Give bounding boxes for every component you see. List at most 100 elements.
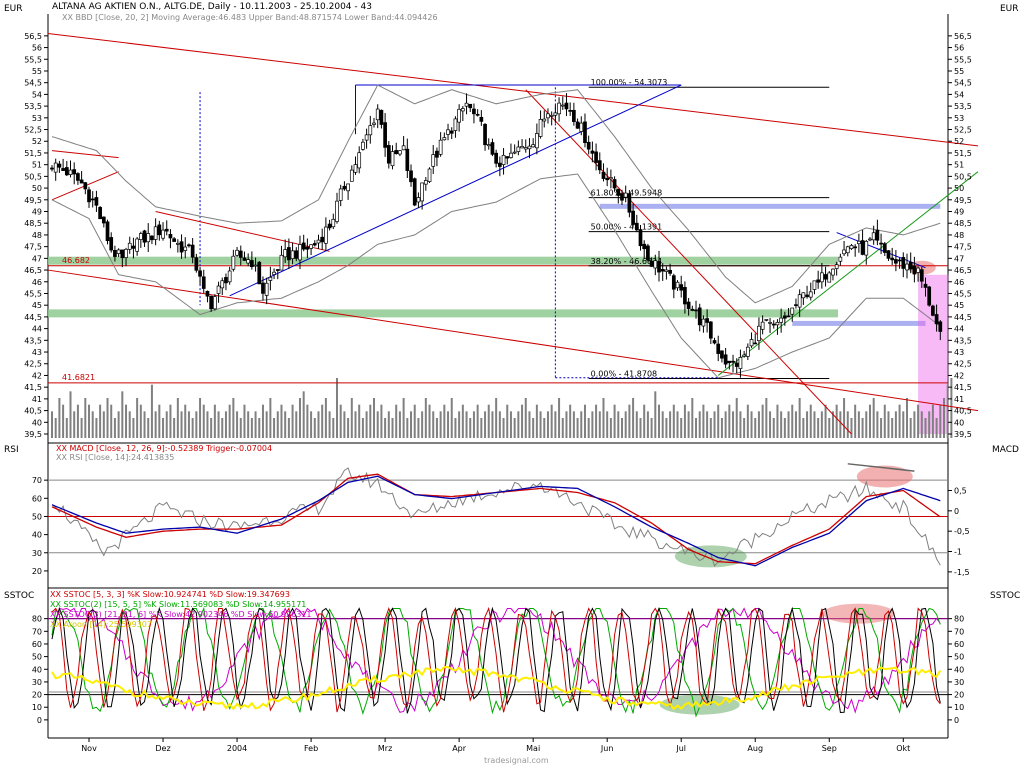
y-tick-label: 56 bbox=[954, 44, 964, 53]
candle bbox=[161, 229, 165, 239]
volume-bar bbox=[125, 404, 128, 438]
macd-tick-label: -0,5 bbox=[954, 527, 970, 536]
sstoc2-line bbox=[51, 606, 941, 718]
x-tick-label: Okt bbox=[896, 744, 910, 753]
oversold-highlight bbox=[674, 545, 747, 568]
volume-bar bbox=[280, 404, 283, 438]
candle bbox=[797, 294, 802, 308]
candle bbox=[727, 360, 732, 364]
candle bbox=[871, 232, 876, 241]
candle bbox=[272, 271, 276, 275]
candle bbox=[790, 307, 795, 315]
candle bbox=[83, 182, 88, 190]
y-tick-label: 41 bbox=[954, 395, 964, 404]
candle bbox=[275, 269, 280, 271]
volume-bar bbox=[861, 418, 864, 438]
candle bbox=[427, 168, 432, 182]
volume-bar bbox=[905, 398, 908, 438]
candle bbox=[583, 121, 587, 144]
volume-bar bbox=[232, 398, 235, 438]
candle bbox=[246, 259, 251, 264]
volume-bar bbox=[865, 411, 868, 438]
volume-bar bbox=[361, 418, 364, 438]
volume-bar bbox=[395, 404, 398, 438]
volume-bar bbox=[354, 411, 357, 438]
volume-bar bbox=[950, 378, 953, 438]
candle bbox=[934, 314, 939, 325]
candle bbox=[572, 109, 576, 122]
volume-bar bbox=[265, 411, 268, 438]
y-tick-label: 48,5 bbox=[954, 219, 972, 228]
volume-bar bbox=[117, 411, 120, 438]
candle bbox=[416, 197, 421, 203]
macd-line bbox=[51, 475, 941, 567]
candle bbox=[431, 154, 436, 167]
candle bbox=[905, 263, 909, 271]
volume-bar bbox=[843, 398, 846, 438]
y-tick-label: 52,5 bbox=[24, 126, 42, 135]
volume-bar bbox=[99, 404, 102, 438]
candle bbox=[731, 360, 735, 363]
volume-bar bbox=[857, 411, 860, 438]
candle bbox=[187, 244, 191, 247]
volume-bar bbox=[84, 398, 87, 438]
macd-tick-label: -1 bbox=[954, 548, 962, 557]
sstoc-tick-label: 80 bbox=[32, 615, 42, 624]
candle bbox=[375, 108, 380, 121]
candle bbox=[109, 237, 114, 251]
volume-bar bbox=[136, 398, 139, 438]
volume-bar bbox=[554, 411, 557, 438]
y-tick-label: 51,5 bbox=[954, 149, 972, 158]
volume-bar bbox=[650, 418, 653, 438]
volume-bar bbox=[743, 418, 746, 438]
candle bbox=[542, 118, 547, 122]
volume-bar bbox=[702, 404, 705, 438]
candle bbox=[779, 317, 783, 323]
volume-bar bbox=[339, 404, 342, 438]
volume-bar bbox=[387, 411, 390, 438]
volume-bar bbox=[646, 411, 649, 438]
volume-bar bbox=[817, 418, 820, 438]
volume-bar bbox=[224, 411, 227, 438]
y-tick-label: 47,5 bbox=[954, 243, 972, 252]
volume-bar bbox=[880, 418, 883, 438]
candle bbox=[76, 173, 80, 181]
volume-bar bbox=[321, 404, 324, 438]
volume-bar bbox=[750, 411, 753, 438]
x-tick-label: Dez bbox=[155, 744, 170, 753]
macd-label: MACD bbox=[992, 445, 1019, 455]
candle bbox=[516, 146, 521, 152]
y-tick-label: 55,5 bbox=[954, 55, 972, 64]
volume-bar bbox=[95, 418, 98, 438]
sstoc-tick-label: 50 bbox=[32, 653, 42, 662]
candle bbox=[294, 250, 299, 259]
candle bbox=[609, 177, 613, 180]
candle bbox=[820, 272, 824, 283]
volume-bar bbox=[776, 404, 779, 438]
volume-bar bbox=[717, 404, 720, 438]
volume-bar bbox=[783, 418, 786, 438]
volume-bar bbox=[195, 411, 198, 438]
volume-bar bbox=[413, 404, 416, 438]
candle bbox=[242, 257, 247, 261]
candle bbox=[423, 180, 428, 185]
sstoc2-legend: XX SSTOC(2) [15, 5, 5] %K Slow:11.569083… bbox=[50, 600, 306, 609]
candle bbox=[342, 185, 347, 190]
y-tick-label: 42,5 bbox=[954, 360, 972, 369]
volume-bar bbox=[180, 411, 183, 438]
resistance-band bbox=[599, 203, 941, 209]
volume-bar bbox=[924, 418, 927, 438]
volume-bar bbox=[824, 404, 827, 438]
candle bbox=[705, 318, 709, 323]
volume-bar bbox=[643, 404, 646, 438]
volume-bar bbox=[665, 418, 668, 438]
oversold-highlight bbox=[659, 694, 740, 715]
candle bbox=[479, 116, 484, 122]
volume-bar bbox=[228, 404, 231, 438]
grid bbox=[47, 14, 949, 739]
sstoc-tick-label: 70 bbox=[32, 627, 42, 636]
volume-bar bbox=[91, 411, 94, 438]
candle bbox=[253, 264, 258, 267]
volume-bar bbox=[465, 411, 468, 438]
volume-bar bbox=[809, 404, 812, 438]
